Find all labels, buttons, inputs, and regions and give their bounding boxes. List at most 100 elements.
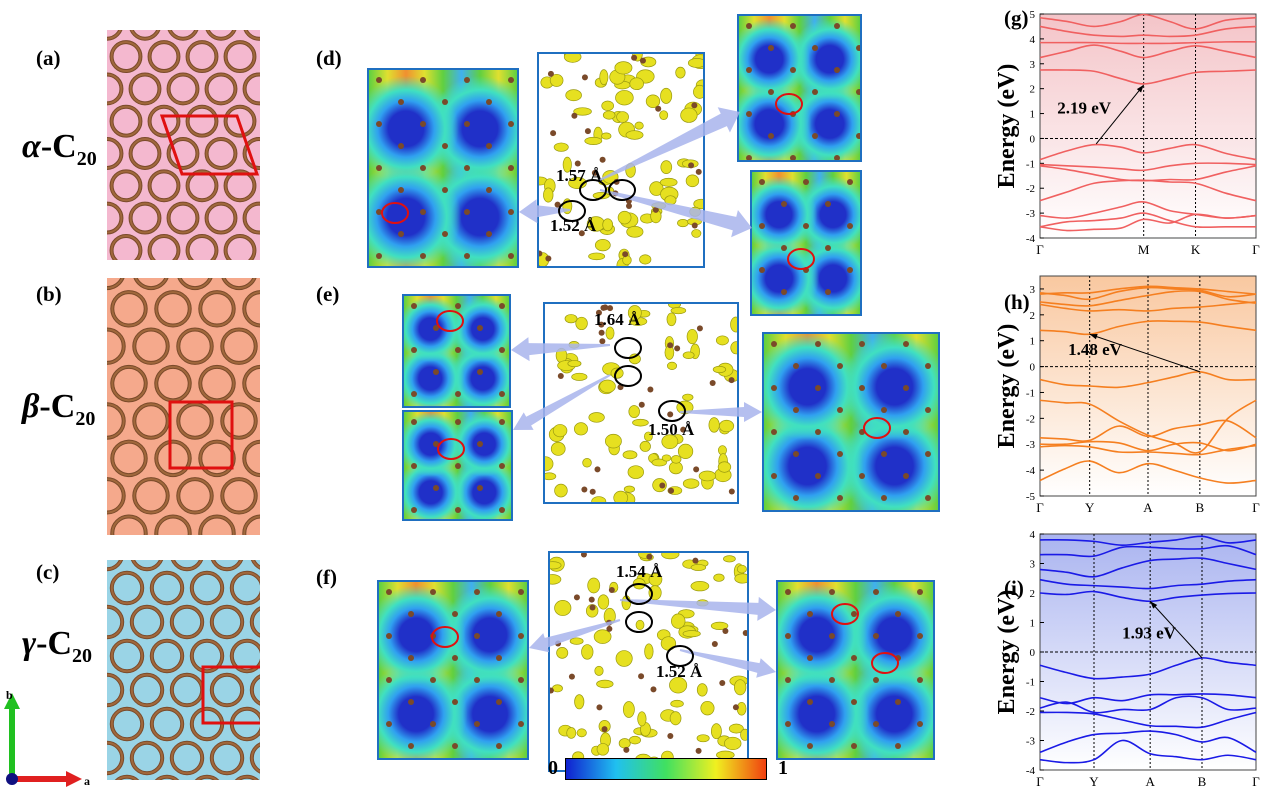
isosurface-lobe: [601, 132, 612, 140]
carbon-cage-highlight: [129, 73, 161, 105]
isosurface-lobe: [562, 198, 573, 215]
isosurface-lobe: [733, 679, 747, 696]
isosurface-lobe: [645, 94, 661, 109]
carbon-cage-highlight: [130, 673, 164, 707]
atom-overlay: [785, 589, 923, 749]
isosurface-lobe: [691, 229, 702, 238]
carbon-cage-highlight: [170, 605, 204, 639]
carbon-atom: [411, 419, 417, 425]
carbon-atom: [452, 655, 458, 661]
carbon-atom: [411, 507, 417, 513]
isosurface-lobe: [659, 110, 669, 120]
elf-map-e-top: [402, 294, 511, 408]
carbon-atom: [793, 495, 799, 501]
carbon-atom: [411, 303, 417, 309]
band-line: [1039, 460, 1257, 484]
isosurface-lobe: [715, 335, 729, 346]
isosurface-lobe: [675, 66, 686, 79]
charge-density-f: [548, 551, 749, 772]
carbon-atom: [807, 699, 813, 705]
isosurface-lobe: [543, 187, 554, 203]
isosurface-lobe: [616, 111, 629, 123]
band-line: [1039, 370, 1257, 389]
carbon-cage-highlight: [205, 138, 237, 169]
carbon-cage-highlight: [130, 741, 164, 775]
atom-overlay: [376, 77, 514, 259]
carbon-cage-highlight: [155, 515, 191, 535]
carbon-atom: [581, 486, 588, 493]
carbon-atom: [613, 178, 620, 185]
isosurface-lobe: [625, 130, 644, 140]
isosurface-lobe: [713, 573, 725, 582]
panel-label-g: (g): [1004, 6, 1029, 30]
carbon-atom: [695, 747, 702, 754]
carbon-atom: [851, 655, 857, 661]
carbon-atom: [499, 303, 505, 309]
isosurface-lobe: [571, 372, 588, 381]
carbon-cage-highlight: [186, 234, 218, 260]
isosurface-lobe: [545, 456, 554, 472]
carbon-atom: [873, 677, 879, 683]
band-line: [1039, 440, 1257, 452]
isosurface-lobe: [724, 736, 742, 751]
lattice: [107, 278, 260, 535]
carbon-cage-highlight: [107, 673, 124, 707]
isosurface-lobe: [569, 637, 584, 645]
carbon-atom: [408, 743, 414, 749]
gap-arrowhead: [1136, 84, 1144, 93]
carbon-cage-highlight: [221, 478, 257, 514]
y-tick-label: -5: [1026, 491, 1036, 503]
isosurface-lobe: [677, 443, 694, 459]
isosurface-lobe: [618, 738, 631, 749]
band-line: [1039, 739, 1257, 764]
carbon-atom: [496, 655, 502, 661]
isosurface-lobe: [604, 433, 622, 449]
carbon-atom: [895, 655, 901, 661]
carbon-atom: [917, 589, 923, 595]
isosurface-lobe: [671, 613, 686, 629]
carbon-cage-highlight: [199, 291, 235, 327]
bond-length-e-1: 1.64 Å: [594, 310, 641, 329]
isosurface-lobe: [659, 177, 678, 187]
carbon-cage-highlight: [243, 202, 260, 234]
carbon-atom: [759, 223, 765, 229]
carbon-atom: [925, 363, 931, 369]
isosurface-lobe: [629, 77, 644, 91]
carbon-atom: [711, 641, 718, 648]
isosurface-lobe: [550, 561, 562, 570]
carbon-atom: [496, 699, 502, 705]
carbon-cage-highlight: [107, 605, 124, 639]
carbon-atom: [499, 347, 505, 353]
carbon-cage-highlight: [148, 41, 180, 73]
carbon-atom: [746, 23, 752, 29]
carbon-atom: [696, 325, 703, 332]
carbon-atom: [812, 89, 818, 95]
carbon-atom: [638, 673, 645, 680]
carbon-atom: [859, 385, 865, 391]
isosurface-lobe: [682, 630, 701, 638]
k-point-label: Γ: [1036, 500, 1044, 515]
carbon-atom: [688, 162, 695, 169]
carbon-atom: [596, 704, 603, 711]
carbon-cage-highlight: [221, 328, 257, 364]
carbon-atom: [807, 743, 813, 749]
carbon-atom: [420, 209, 426, 215]
carbon-atom: [812, 133, 818, 139]
c-axis-dot: [6, 773, 18, 785]
carbon-cage-highlight: [110, 639, 144, 673]
carbon-atom: [557, 373, 564, 380]
isosurface-lobe: [693, 84, 703, 99]
carbon-atom: [667, 342, 674, 349]
carbon-atom: [508, 77, 514, 83]
isosurface-lobe: [567, 360, 582, 368]
y-tick-label: -3: [1026, 439, 1036, 451]
y-tick-label: -4: [1026, 233, 1036, 245]
carbon-atom: [873, 633, 879, 639]
carbon-atom: [856, 45, 860, 51]
k-point-label: Y: [1085, 500, 1095, 515]
carbon-atom: [386, 721, 392, 727]
isosurface-lobe: [685, 174, 700, 188]
carbon-atom: [376, 121, 382, 127]
carbon-atom: [667, 411, 674, 418]
isosurface-lobe: [700, 700, 715, 716]
